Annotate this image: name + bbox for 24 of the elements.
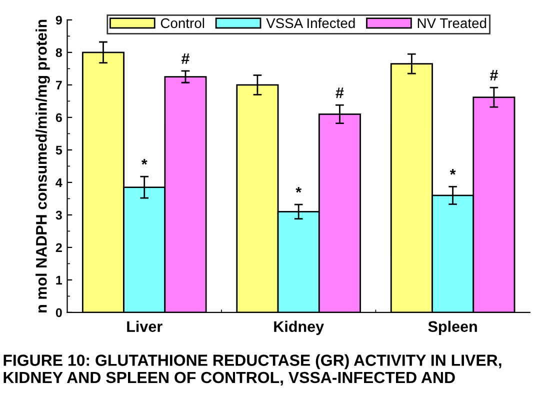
data-label: * — [141, 158, 148, 165]
y-tick-label: 1 — [56, 276, 62, 284]
data-label: # — [182, 53, 190, 64]
x-tick-label: Spleen — [428, 320, 477, 336]
data-label: * — [450, 169, 456, 175]
legend-label: NV Treated — [418, 18, 486, 28]
caption: FIGURE 10: GLUTATHIONE REDUCTASE (GR) ACTIVITY IN LIVER, KIDNEY AND SPLEEN OF CONTROL, VSSA-INFECTED AND — [4, 354, 502, 386]
x-tick-label: Kidney — [274, 320, 324, 336]
legend-label: Control — [160, 18, 204, 28]
y-tick-label: 4 — [56, 178, 62, 187]
x-tick-label: Liver — [127, 320, 162, 332]
y-tick-label: 0 — [56, 308, 62, 318]
y-tick-label: 9 — [56, 16, 62, 25]
y-tick-label: 3 — [56, 210, 62, 220]
y-tick-label: 5 — [56, 146, 62, 155]
y-axis-title: n mol NADPH consumed/min/mg protein — [36, 20, 50, 312]
legend-label: VSSA Infected — [266, 18, 355, 28]
y-tick-label: 6 — [56, 113, 62, 122]
data-label: # — [336, 88, 344, 98]
data-label: # — [490, 70, 498, 80]
y-tick-label: 7 — [56, 80, 62, 90]
data-label: * — [296, 186, 302, 193]
y-tick-label: 2 — [56, 243, 62, 252]
y-tick-label: 8 — [56, 48, 62, 58]
